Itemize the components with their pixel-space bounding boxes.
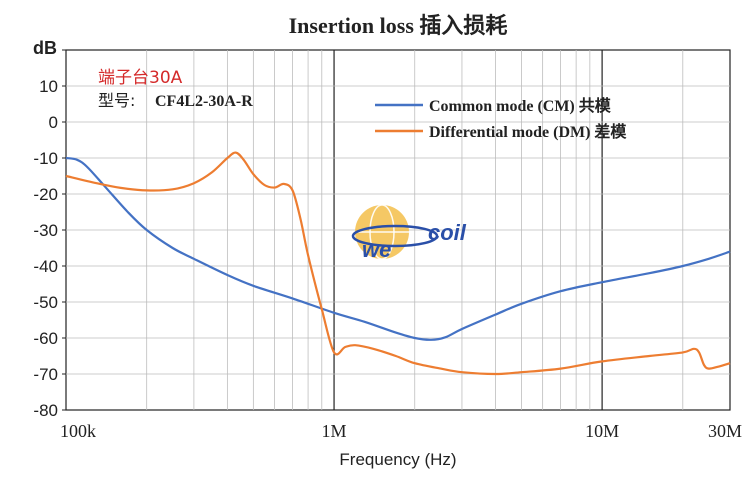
y-tick-label: 0 [49,113,58,132]
y-tick-label: -80 [33,401,58,420]
legend-label-cm: Common mode (CM) 共模 [429,96,612,115]
x-tick-label: 100k [60,421,96,441]
y-tick-label: -30 [33,221,58,240]
legend-label-dm: Differential mode (DM) 差模 [429,122,627,141]
x-axis: 100k 1M 10M 30M [60,421,742,441]
series-line-dm [65,151,731,376]
x-tick-label: 1M [322,421,347,441]
y-tick-label: 10 [39,77,58,96]
logo-text-coil: coil [428,220,467,245]
annotation-model-value: CF4L2-30A-R [155,93,253,110]
y-axis: 10 0 -10 -20 -30 -40 -50 -60 -70 -80 [33,77,58,420]
y-tick-label: -70 [33,365,58,384]
y-tick-label: -50 [33,293,58,312]
series-line-cm [65,156,731,341]
chart-title-text: Insertion loss 插入损耗 [289,13,508,38]
chart-title: Insertion loss 插入损耗 [289,13,508,38]
y-tick-label: -10 [33,149,58,168]
series-lines [65,151,731,376]
x-tick-label: 10M [585,421,619,441]
annotation-model-label: 型号: [98,91,135,110]
x-axis-label: Frequency (Hz) [339,450,456,469]
logo-text-we: we [362,237,391,262]
legend: Common mode (CM) 共模 Differential mode (D… [375,96,627,141]
grid [62,49,730,411]
y-tick-label: -40 [33,257,58,276]
logo-swoosh-icon [351,224,439,248]
y-tick-label: -20 [33,185,58,204]
x-tick-label: 30M [708,421,742,441]
annotation-terminal: 端子台30A [98,68,183,88]
model-annotation: 端子台30A 型号: CF4L2-30A-R [98,68,253,110]
wellcoil-logo: we coil [351,204,467,262]
y-tick-label: -60 [33,329,58,348]
y-axis-unit: dB [33,38,57,58]
